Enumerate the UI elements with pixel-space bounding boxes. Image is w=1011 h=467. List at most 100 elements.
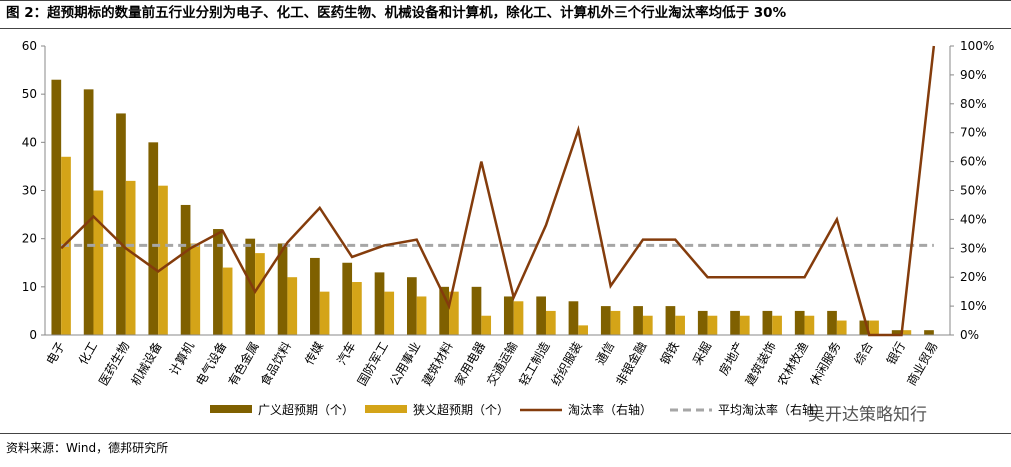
x-tick-label: 电气设备 <box>192 339 229 388</box>
x-tick-label: 综合 <box>851 339 876 367</box>
x-tick-label: 公用事业 <box>387 340 423 389</box>
bar <box>924 330 934 335</box>
x-tick-label: 轻工制造 <box>516 340 552 389</box>
chart-title: 图 2：超预期标的数量前五行业分别为电子、化工、医药生物、机械设备和计算机，除化… <box>6 4 787 21</box>
bar <box>642 315 653 335</box>
x-tick-label: 通信 <box>593 340 617 368</box>
bar <box>310 257 320 335</box>
x-tick-label: 商业贸易 <box>903 339 940 388</box>
bar <box>794 310 805 335</box>
x-tick-label: 有色金属 <box>225 339 262 388</box>
bar <box>190 243 201 335</box>
y2-tick-label: 70% <box>960 126 987 140</box>
x-tick-label: 纺织服装 <box>549 340 585 389</box>
bar <box>245 238 256 335</box>
x-tick-label: 机械设备 <box>128 339 165 388</box>
y2-tick-label: 30% <box>960 241 987 255</box>
bar <box>730 310 740 335</box>
x-tick-label: 非银金融 <box>613 339 650 388</box>
y2-tick-label: 60% <box>960 155 987 169</box>
y-tick-label: 0 <box>29 328 37 342</box>
x-tick-label: 家用电器 <box>451 339 488 388</box>
bar <box>148 142 159 335</box>
bar <box>277 243 288 335</box>
x-tick-label: 房地产 <box>716 339 747 378</box>
y-tick-label: 60 <box>22 39 37 53</box>
x-tick-label: 化工 <box>76 340 100 368</box>
bar <box>51 79 62 335</box>
bar <box>610 310 621 335</box>
x-tick-label: 建筑材料 <box>419 339 456 388</box>
y2-tick-label: 50% <box>960 184 987 198</box>
rate-line <box>60 45 936 337</box>
bar <box>481 315 492 335</box>
x-tick-label: 医药生物 <box>96 340 132 389</box>
bar <box>407 277 417 335</box>
bar <box>319 291 330 335</box>
bar <box>255 253 265 335</box>
x-tick-label: 建筑装饰 <box>742 339 779 388</box>
bar <box>869 320 879 335</box>
bar <box>762 310 773 335</box>
y2-tick-label: 20% <box>960 270 987 284</box>
bar <box>901 330 912 335</box>
bar <box>374 272 385 335</box>
bar <box>545 310 556 335</box>
x-tick-label: 食品饮料 <box>257 339 294 388</box>
y-tick-label: 30 <box>22 184 37 198</box>
bar <box>222 267 233 335</box>
bar <box>180 204 191 335</box>
bar <box>578 325 588 335</box>
bar <box>125 180 136 335</box>
y2-tick-label: 100% <box>960 39 994 53</box>
bar <box>697 310 708 335</box>
legend-swatch <box>210 405 252 413</box>
bar <box>772 315 782 335</box>
bar <box>633 306 643 335</box>
x-tick-label: 交通运输 <box>483 339 520 388</box>
bar <box>449 291 459 335</box>
bar <box>804 315 815 335</box>
bar <box>158 185 168 335</box>
legend-swatch <box>365 405 407 413</box>
y-tick-label: 40 <box>22 135 37 149</box>
x-tick-label: 休闲服务 <box>806 339 843 388</box>
x-tick-label: 采掘 <box>689 339 714 367</box>
x-tick-label: 传媒 <box>301 339 326 367</box>
x-tick-label: 钢铁 <box>658 340 682 368</box>
bar <box>213 229 223 335</box>
y-tick-label: 20 <box>22 232 37 246</box>
bar <box>707 315 718 335</box>
bar <box>568 301 579 335</box>
bar <box>416 296 427 335</box>
source: 资料来源：Wind，德邦研究所 <box>6 440 168 455</box>
bar <box>83 89 94 335</box>
bar <box>739 315 750 335</box>
x-tick-label: 农林牧渔 <box>775 340 811 389</box>
y2-tick-label: 0% <box>960 328 979 342</box>
bar <box>859 320 870 335</box>
bar <box>600 306 611 335</box>
bar <box>513 301 524 335</box>
legend-label: 狭义超预期（个） <box>413 402 509 417</box>
x-tick-label: 银行 <box>884 340 908 368</box>
y2-tick-label: 40% <box>960 212 987 226</box>
bar <box>384 291 395 335</box>
bar <box>836 320 847 335</box>
bar <box>342 262 353 335</box>
y2-tick-label: 80% <box>960 97 987 111</box>
bar <box>891 330 902 335</box>
bar <box>503 296 514 335</box>
bar <box>665 306 676 335</box>
bar <box>93 190 104 335</box>
y2-tick-label: 10% <box>960 299 987 313</box>
x-tick-label: 国防军工 <box>354 339 391 388</box>
bar <box>439 286 450 335</box>
y-tick-label: 50 <box>22 87 37 101</box>
bar <box>675 315 685 335</box>
bar <box>536 296 546 335</box>
legend-label: 淘汰率（右轴） <box>568 402 652 417</box>
bar <box>471 286 482 335</box>
legend-label: 广义超预期（个） <box>258 402 354 417</box>
